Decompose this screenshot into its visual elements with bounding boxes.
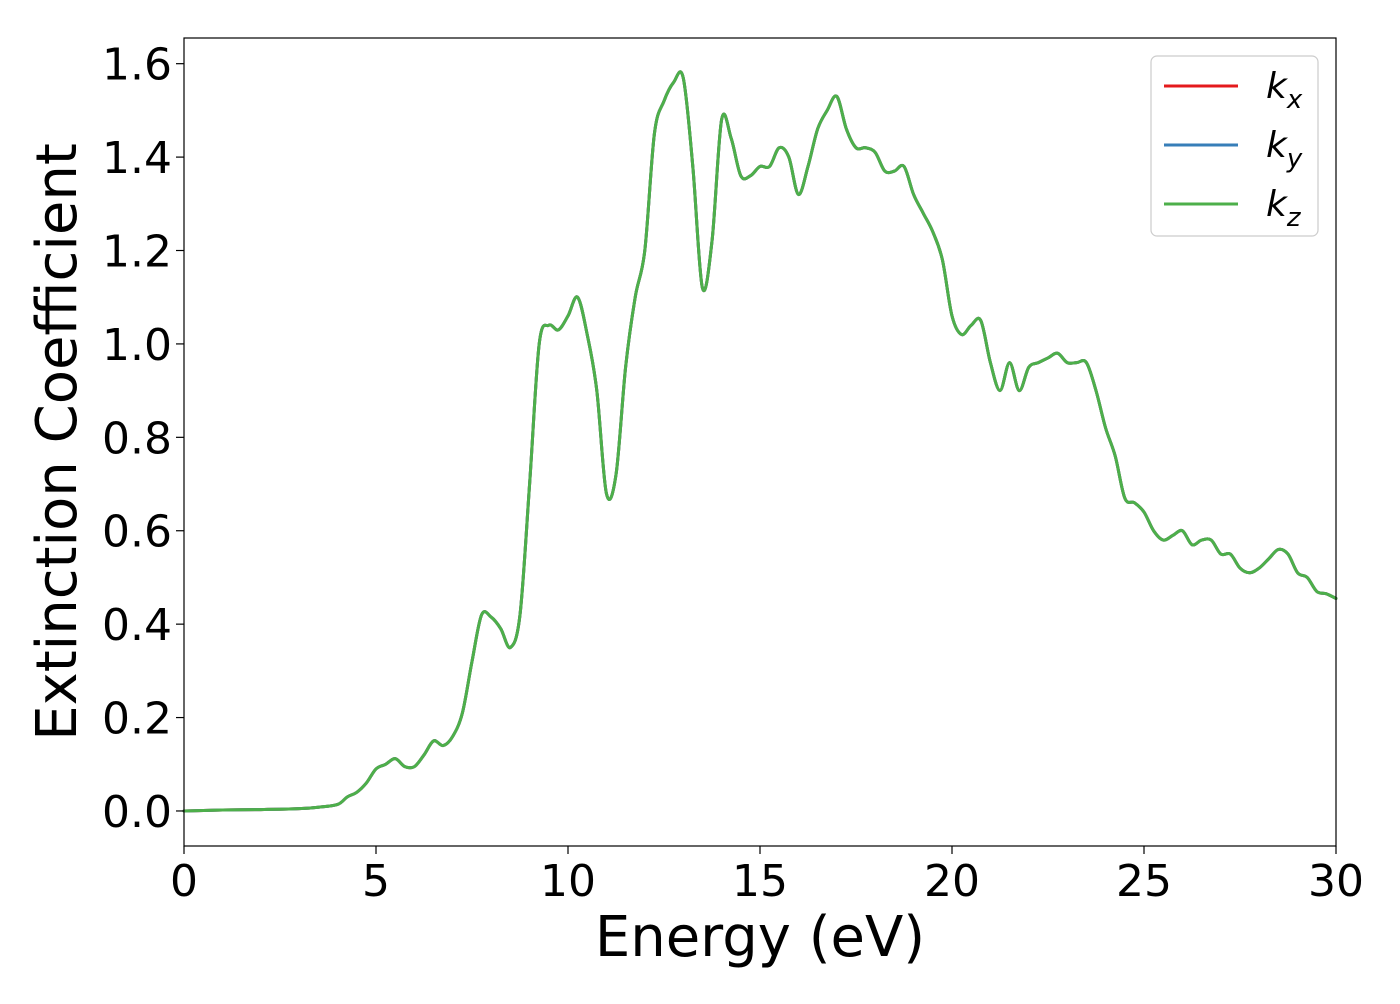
x-axis-label: Energy (eV): [595, 905, 925, 970]
y-tick-label: 0.6: [102, 507, 172, 558]
y-axis-ticks: 0.0 0.2 0.4 0.6 0.8 1.0 1.2 1.4 1.6: [102, 40, 184, 838]
legend-label-z: kz: [1266, 184, 1302, 233]
x-tick-label: 0: [170, 856, 198, 907]
y-tick-label: 1.2: [102, 227, 172, 278]
x-tick-label: 5: [362, 856, 390, 907]
legend-label-y: ky: [1266, 125, 1303, 174]
y-tick-label: 1.0: [102, 320, 172, 371]
series-line-z: [182, 70, 1338, 813]
x-tick-label: 30: [1308, 856, 1364, 907]
y-tick-label: 1.6: [102, 40, 172, 91]
y-tick-label: 0.8: [102, 413, 172, 464]
y-tick-label: 0.2: [102, 694, 172, 745]
y-tick-label: 0.0: [102, 787, 172, 838]
series-layer: [182, 70, 1338, 813]
x-axis-ticks: 0 5 10 15 20 25 30: [170, 846, 1364, 907]
legend: kx ky kz: [1150, 55, 1319, 237]
x-tick-label: 15: [732, 856, 788, 907]
y-tick-label: 0.4: [102, 600, 172, 651]
y-axis-label: Extinction Coefficient: [25, 143, 90, 741]
x-tick-label: 10: [540, 856, 596, 907]
y-tick-label: 1.4: [102, 133, 172, 184]
x-tick-label: 20: [924, 856, 980, 907]
legend-entries: kx ky kz: [1164, 66, 1303, 233]
x-tick-label: 25: [1116, 856, 1172, 907]
legend-label-x: kx: [1266, 66, 1303, 115]
